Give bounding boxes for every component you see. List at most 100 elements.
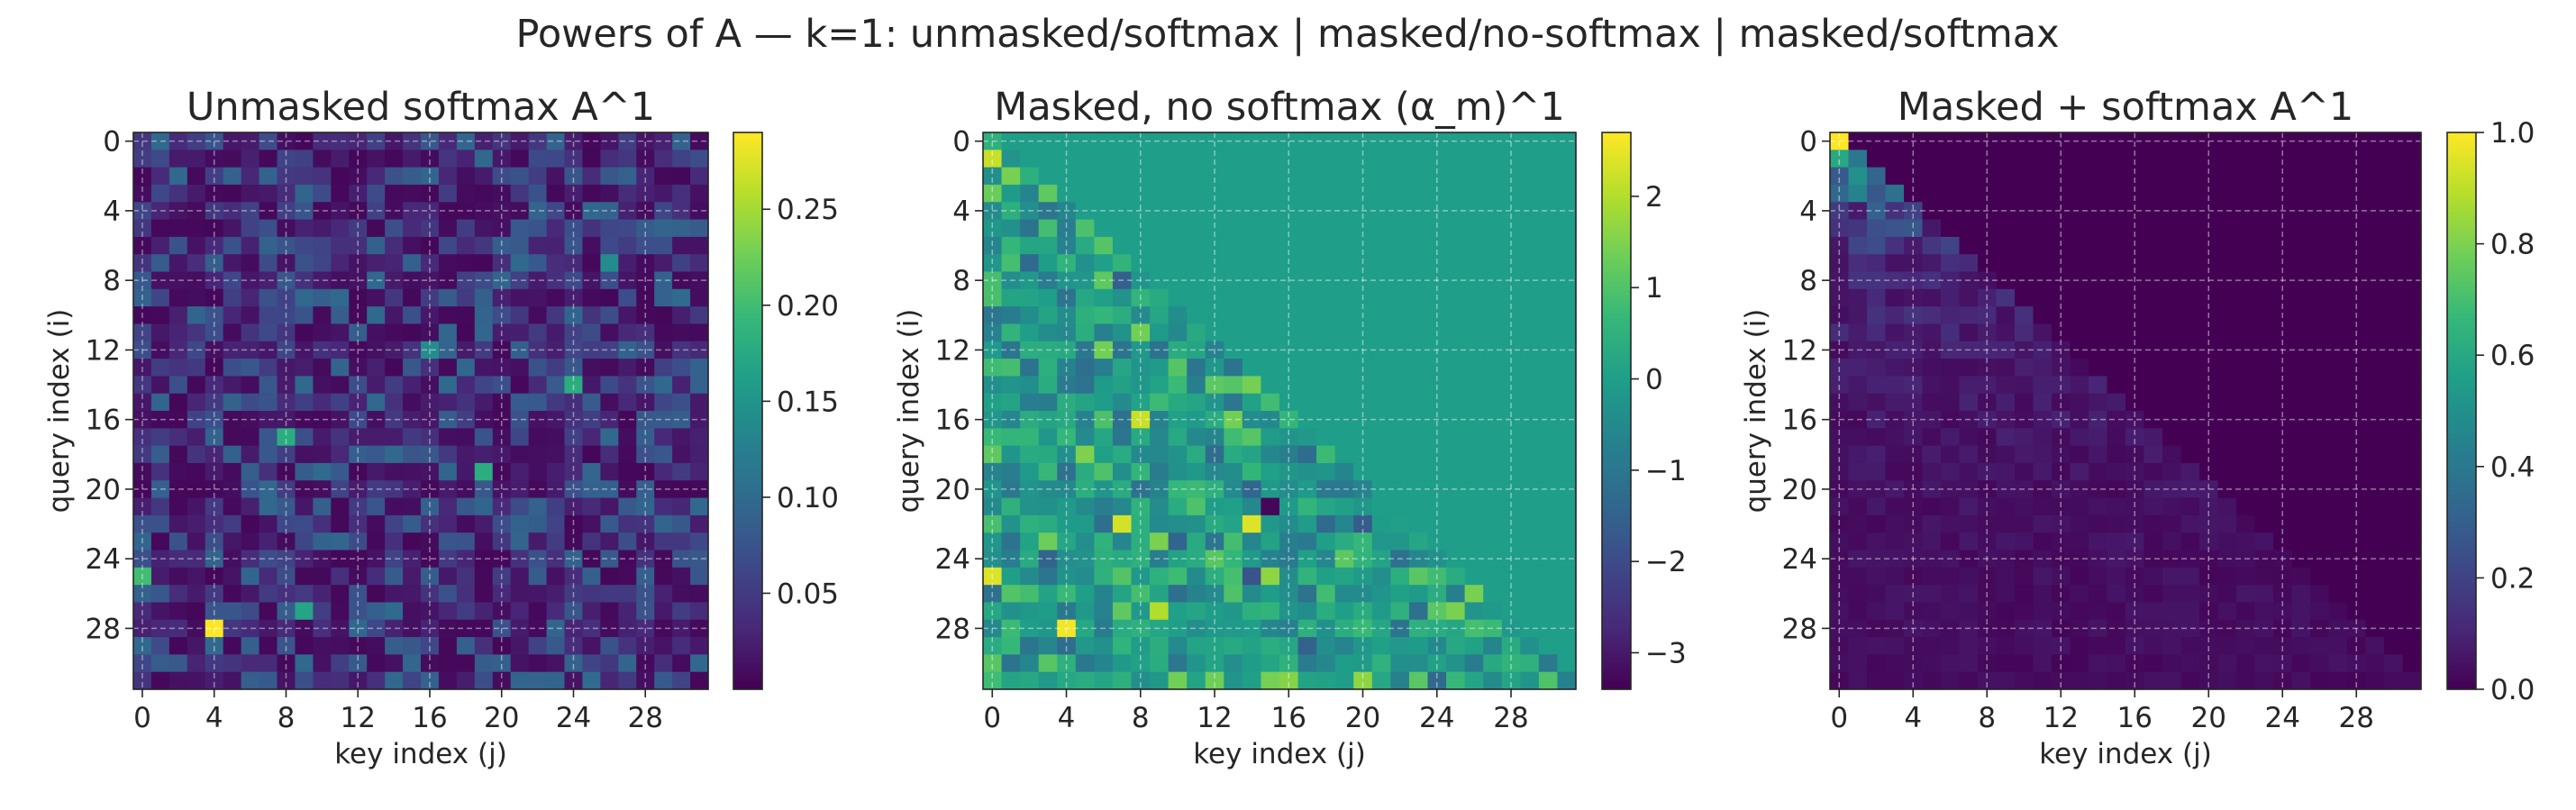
heatmap-cell: [2254, 428, 2274, 447]
heatmap-cell: [600, 497, 619, 516]
heatmap-cell: [2125, 619, 2145, 638]
heatmap-cell: [690, 671, 709, 690]
heatmap-cell: [492, 619, 512, 638]
heatmap-cell: [2236, 480, 2256, 499]
heatmap-cell: [2125, 150, 2145, 168]
heatmap-cell: [2402, 167, 2422, 186]
heatmap-cell: [1371, 619, 1391, 638]
heatmap-cell: [1057, 445, 1077, 464]
colorbar-segment: [2447, 290, 2476, 296]
heatmap-cell: [2015, 514, 2034, 533]
heatmap-cell: [1353, 462, 1373, 481]
heatmap-cell: [1408, 219, 1429, 238]
heatmap-cell: [2070, 306, 2089, 325]
heatmap-cell: [2199, 132, 2219, 150]
colorbar-segment: [1602, 401, 1631, 407]
heatmap-cell: [2015, 323, 2034, 342]
heatmap-cell: [421, 671, 440, 690]
heatmap-cell: [1959, 462, 1979, 481]
heatmap-cell: [1150, 202, 1170, 221]
heatmap-cell: [187, 585, 206, 604]
heatmap-cell: [2254, 671, 2274, 690]
heatmap-cell: [2402, 637, 2422, 655]
heatmap-cell: [1446, 671, 1466, 690]
heatmap-cell: [492, 132, 512, 150]
heatmap-cell: [1131, 462, 1151, 481]
heatmap-cell: [1867, 219, 1887, 238]
heatmap-cell: [2328, 359, 2348, 377]
heatmap-cell: [1501, 254, 1521, 273]
heatmap-cell: [1131, 393, 1151, 412]
heatmap-cell: [564, 202, 584, 221]
heatmap-cell: [474, 445, 494, 464]
heatmap-cell: [295, 236, 314, 255]
heatmap-cell: [1224, 462, 1243, 481]
heatmap-cell: [1057, 288, 1077, 307]
heatmap-cell: [2310, 306, 2330, 325]
heatmap-cell: [1520, 671, 1540, 690]
heatmap-cell: [223, 254, 242, 273]
heatmap-cell: [618, 132, 637, 150]
colorbar-segment: [733, 341, 762, 347]
heatmap-cell: [1150, 585, 1170, 604]
heatmap-cell: [1150, 567, 1170, 586]
heatmap-cell: [1168, 393, 1188, 412]
heatmap-cell: [1038, 445, 1058, 464]
colorbar-segment: [733, 531, 762, 537]
heatmap-cell: [1094, 654, 1114, 673]
heatmap-cell: [1557, 462, 1577, 481]
heatmap-cell: [1094, 637, 1114, 655]
heatmap-cell: [1904, 184, 1924, 203]
heatmap-cell: [1996, 637, 2016, 655]
heatmap-cell: [1353, 376, 1373, 395]
heatmap-cell: [582, 202, 601, 221]
heatmap-cell: [385, 393, 404, 412]
heatmap-cell: [331, 306, 350, 325]
heatmap-cell: [582, 271, 601, 290]
heatmap-cell: [1371, 462, 1391, 481]
heatmap-cell: [1020, 411, 1040, 429]
colorbar-segment: [733, 675, 762, 681]
heatmap-cell: [690, 497, 709, 516]
heatmap-cell: [331, 532, 350, 551]
heatmap-cell: [1520, 585, 1540, 604]
heatmap-cell: [2217, 411, 2237, 429]
heatmap-cell: [438, 150, 458, 168]
heatmap-cell: [1408, 167, 1429, 186]
heatmap-cell: [2273, 306, 2293, 325]
heatmap-cell: [1131, 202, 1151, 221]
heatmap-cell: [528, 428, 548, 447]
heatmap-cell: [546, 428, 566, 447]
heatmap-cell: [150, 254, 170, 273]
heatmap-cell: [2070, 497, 2089, 516]
heatmap-cell: [403, 428, 422, 447]
heatmap-cell: [1408, 654, 1429, 673]
heatmap-cell: [2365, 585, 2385, 604]
heatmap-cell: [456, 532, 476, 551]
heatmap-cell: [1867, 359, 1887, 377]
heatmap-cell: [1297, 236, 1317, 255]
heatmap-cell: [1112, 550, 1133, 569]
heatmap-cell: [1520, 341, 1540, 359]
heatmap-cell: [1408, 514, 1429, 533]
heatmap-cell: [2273, 411, 2293, 429]
heatmap-cell: [1996, 219, 2016, 238]
heatmap-cell: [1316, 550, 1336, 569]
heatmap-cell: [205, 514, 224, 533]
heatmap-cell: [2015, 654, 2034, 673]
heatmap-cell: [600, 132, 619, 150]
heatmap-cell: [1538, 150, 1559, 168]
y-axis-label: query index (i): [43, 309, 76, 514]
colorbar-tick-label: 0.8: [2490, 229, 2535, 261]
heatmap-cell: [1408, 184, 1429, 203]
heatmap-cell: [1501, 150, 1521, 168]
heatmap-cell: [205, 462, 224, 481]
heatmap-cell: [2236, 428, 2256, 447]
heatmap-cell: [2217, 341, 2237, 359]
heatmap-cell: [2089, 497, 2108, 516]
heatmap-cell: [1187, 306, 1206, 325]
heatmap-cell: [187, 150, 206, 168]
heatmap-cell: [1168, 671, 1188, 690]
heatmap-cell: [600, 167, 619, 186]
heatmap-cell: [2162, 411, 2182, 429]
